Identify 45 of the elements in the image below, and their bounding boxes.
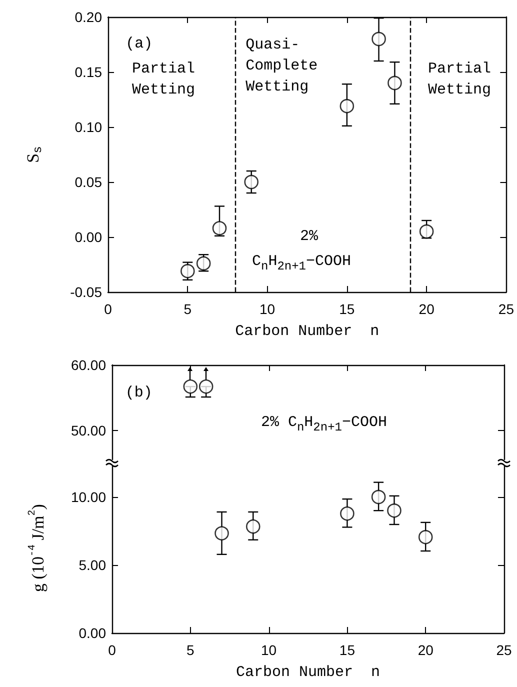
y-axis-title: Ss — [24, 146, 45, 163]
point — [212, 221, 227, 236]
x-tick-label: 25 — [498, 301, 514, 317]
annotation: (a) — [126, 36, 153, 52]
point — [244, 174, 259, 190]
point — [340, 506, 354, 521]
x-axis-title: Carbon Number n — [236, 664, 380, 681]
x-tick-label: 5 — [186, 642, 194, 658]
point — [371, 490, 386, 504]
point — [214, 526, 229, 540]
x-tick-label: 5 — [184, 301, 192, 317]
point — [387, 503, 402, 518]
point — [388, 76, 402, 90]
x-tick-label: 15 — [339, 301, 355, 317]
y-tick-label: 0.00 — [78, 625, 106, 641]
point — [340, 98, 354, 114]
annotation: Partial Wetting — [132, 60, 196, 98]
x-tick-label: 10 — [261, 642, 277, 658]
y-tick-label: 5.00 — [78, 557, 106, 573]
x-tick-label: 20 — [418, 642, 434, 658]
y-tick-label: 0.00 — [74, 229, 102, 245]
x-tick-label: 15 — [339, 642, 356, 658]
y-tick-label: 10.00 — [70, 489, 106, 505]
annotation: Quasi- Complete Wetting — [246, 36, 318, 96]
annotation: (b) — [125, 384, 152, 402]
x-tick-label: 0 — [108, 642, 116, 658]
annotation: 2% — [300, 228, 319, 245]
point — [246, 519, 260, 534]
x-tick-label: 0 — [104, 301, 112, 317]
y-tick-label: 60.00 — [70, 357, 106, 373]
x-axis-title: Carbon Number n — [235, 323, 380, 340]
y-tick-label: 0.10 — [74, 119, 102, 135]
point — [418, 530, 433, 544]
y-tick-label: 0.20 — [74, 9, 102, 25]
y-tick-label: 0.05 — [74, 174, 102, 190]
annotation: Partial Wetting — [428, 60, 492, 98]
y-axis-title: g (10-4 J/m2) — [28, 504, 48, 592]
y-tick-label: -0.05 — [70, 284, 102, 300]
x-tick-label: 10 — [259, 301, 276, 317]
x-tick-label: 20 — [418, 301, 435, 317]
y-tick-label: 50.00 — [70, 422, 106, 438]
x-tick-label: 25 — [496, 642, 512, 658]
point — [372, 32, 386, 46]
point — [419, 224, 434, 239]
y-tick-label: 0.15 — [74, 64, 102, 80]
